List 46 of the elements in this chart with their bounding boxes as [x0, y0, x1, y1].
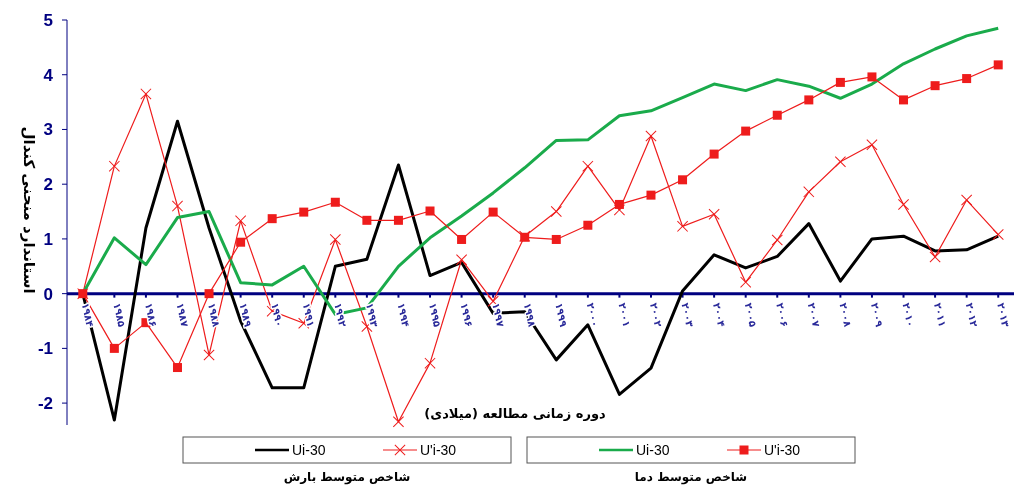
legend-label: U'i-30: [420, 442, 457, 458]
x-tick-label: ۲۰۰۷: [805, 301, 822, 328]
legend-label: U'i-30: [764, 442, 801, 458]
x-tick-label: ۱۹۸۷: [174, 301, 191, 328]
x-tick-label: ۱۹۹۴: [395, 301, 412, 328]
y-tick-label: 5: [43, 11, 53, 30]
x-tick-label: ۲۰۰۸: [837, 301, 854, 328]
x-tick-label: ۲۰۰۱: [616, 301, 633, 328]
x-tick-label: ۲۰۱۲: [963, 301, 980, 328]
x-tick-label: ۱۹۹۸: [521, 301, 538, 328]
x-tick-label: ۲۰۰۲: [648, 301, 664, 328]
x-tick-label: ۲۰۰۹: [868, 301, 885, 328]
y-tick-label: 3: [43, 120, 53, 140]
x-tick-label: ۲۰۰۰: [584, 301, 601, 328]
x-tick-label: ۱۹۹۰: [269, 301, 286, 328]
y-tick-label: 0: [43, 284, 53, 304]
x-tick-label: ۱۹۸۴: [79, 301, 96, 328]
x-tick-label: ۱۹۸۹: [237, 301, 254, 328]
x-tick-label: ۱۹۹۵: [427, 301, 443, 328]
x-tick-label: ۲۰۰۶: [774, 301, 791, 328]
y-tick-label: 1: [43, 229, 53, 249]
x-tick-label: ۲۰۰۳: [679, 301, 696, 328]
legend-label: Ui-30: [292, 442, 326, 458]
y-tick-label: 4: [43, 65, 54, 85]
text: شاخص متوسط بارش: [283, 470, 411, 485]
x-tick-label: ۲۰۱۱: [932, 301, 948, 328]
x-tick-label: ۱۹۹۷: [490, 301, 507, 328]
y-axis-title: استاندارد منحنی کندال: [20, 126, 38, 294]
y-tick-label: 2: [43, 175, 53, 195]
x-tick-label: ۱۹۸۸: [206, 301, 222, 328]
x-tick-label: ۱۹۸۶: [142, 301, 159, 328]
x-tick-label: ۱۹۹۹: [553, 301, 570, 328]
x-tick-label: ۱۹۸۵: [111, 301, 128, 328]
x-tick-label: ۱۹۹۶: [458, 301, 475, 328]
x-tick-label: ۲۰۱۰: [900, 301, 917, 328]
x-tick-label: ۲۰۰۴: [711, 301, 727, 328]
y-tick-label: -1: [37, 339, 53, 359]
x-axis-title: دوره زمانی مطالعه (میلادی): [424, 406, 606, 421]
x-tick-label: ۱۹۹۲: [332, 301, 349, 328]
x-tick-label: ۲۰۱۳: [995, 301, 1012, 328]
legend-label: Ui-30: [636, 442, 670, 458]
x-tick-label: ۱۹۹۱: [300, 301, 317, 328]
x-tick-label: ۲۰۰۵: [742, 301, 759, 328]
y-tick-label: -2: [37, 394, 53, 414]
text: شاخص متوسط دما: [634, 470, 748, 485]
x-tick-label: ۱۹۹۳: [363, 301, 380, 328]
